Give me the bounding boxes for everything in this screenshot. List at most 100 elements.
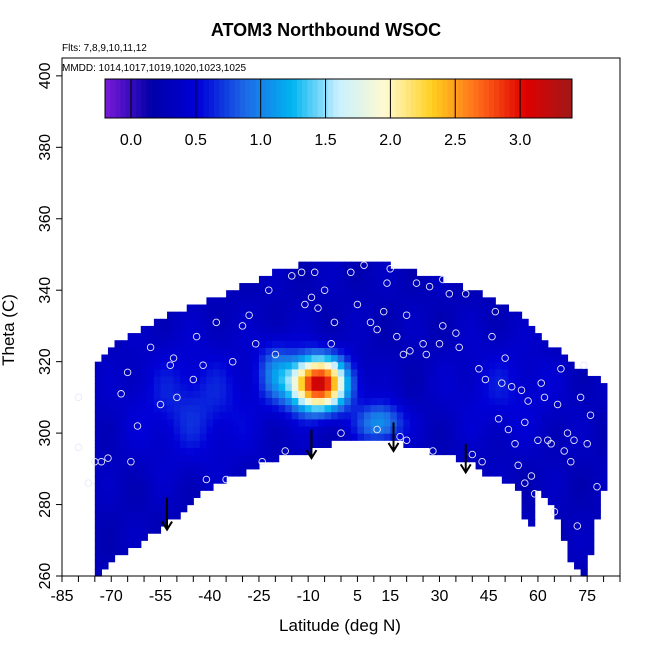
heatmap-cell	[337, 290, 345, 298]
heatmap-cell	[226, 311, 234, 320]
heatmap-cell	[436, 390, 444, 398]
data-point	[537, 379, 545, 387]
colorbar-swatch	[312, 79, 319, 118]
heatmap-cell	[416, 375, 424, 384]
heatmap-cell	[469, 411, 477, 420]
heatmap-cell	[488, 318, 496, 327]
heatmap-cell	[370, 340, 378, 348]
heatmap-cell	[383, 404, 391, 413]
heatmap-cell	[318, 268, 326, 277]
heatmap-cell	[488, 404, 496, 413]
heatmap-cell	[390, 411, 398, 420]
heatmap-cell	[153, 468, 162, 477]
data-point	[524, 397, 532, 405]
heatmap-cell	[199, 383, 208, 391]
x-tick-label: -10	[297, 588, 320, 605]
heatmap-cell	[318, 347, 326, 356]
heatmap-cell	[239, 397, 247, 406]
heatmap-cell	[265, 333, 273, 341]
heatmap-cell	[278, 404, 286, 413]
heatmap-cell	[580, 368, 588, 377]
heatmap-cell	[363, 418, 372, 427]
heatmap-cell	[239, 425, 247, 434]
heatmap-cell	[357, 325, 365, 334]
x-tick-label: -70	[100, 588, 123, 605]
heatmap-cell	[153, 318, 162, 327]
heatmap-cell	[567, 547, 575, 556]
heatmap-cell	[258, 325, 267, 334]
heatmap-cell	[180, 383, 188, 391]
heatmap-cell	[272, 418, 280, 427]
heatmap-cell	[239, 383, 247, 391]
heatmap-cell	[331, 333, 339, 341]
heatmap-cell	[580, 561, 588, 570]
heatmap-cell	[534, 347, 542, 356]
heatmap-cell	[587, 447, 595, 456]
heatmap-cell	[245, 383, 253, 391]
heatmap-cell	[370, 304, 378, 313]
colorbar-swatch	[213, 79, 220, 118]
heatmap-cell	[272, 283, 280, 291]
heatmap-cell	[495, 404, 503, 413]
heatmap-cell	[258, 411, 267, 420]
heatmap-cell	[416, 418, 424, 427]
heatmap-cell	[134, 368, 142, 377]
heatmap-cell	[409, 383, 418, 391]
heatmap-cell	[101, 361, 109, 370]
heatmap-cell	[409, 333, 418, 341]
heatmap-cell	[114, 368, 122, 377]
heatmap-cell	[127, 425, 135, 434]
heatmap-cell	[390, 383, 398, 391]
heatmap-cell	[272, 404, 280, 413]
heatmap-cell	[226, 290, 234, 298]
heatmap-cell	[153, 418, 162, 427]
x-tick-label: -85	[50, 588, 73, 605]
heatmap-cell	[311, 290, 319, 298]
heatmap-cell	[567, 433, 575, 441]
heatmap-cell	[423, 275, 431, 284]
heatmap-cell	[560, 361, 569, 370]
heatmap-cell	[318, 354, 326, 363]
heatmap-cell	[449, 333, 457, 341]
data-point	[439, 322, 447, 330]
heatmap-cell	[147, 447, 155, 456]
heatmap-cell	[127, 390, 135, 398]
colorbar-swatch	[540, 79, 547, 118]
heatmap-cell	[429, 333, 437, 341]
heatmap-cell	[370, 368, 378, 377]
heatmap-cell	[291, 447, 299, 456]
heatmap-cell	[298, 440, 306, 448]
heatmap-cell	[278, 268, 286, 277]
colorbar-swatch	[141, 79, 148, 118]
heatmap-cell	[547, 390, 555, 398]
heatmap-cell	[488, 418, 496, 427]
heatmap-cell	[107, 440, 116, 448]
heatmap-cell	[127, 404, 135, 413]
heatmap-cell	[252, 283, 260, 291]
heatmap-cell	[114, 497, 122, 506]
heatmap-cell	[482, 418, 490, 427]
heatmap-cell	[501, 325, 509, 334]
heatmap-cell	[219, 468, 227, 477]
heatmap-cell	[107, 533, 116, 541]
heatmap-cell	[134, 390, 142, 398]
heatmap-cell	[455, 433, 464, 441]
heatmap-cell	[560, 533, 569, 541]
heatmap-cell	[298, 261, 306, 270]
heatmap-cell	[593, 418, 601, 427]
heatmap-cell	[114, 440, 122, 448]
heatmap-cell	[101, 504, 109, 513]
heatmap-cell	[370, 283, 378, 291]
heatmap-cell	[409, 418, 418, 427]
heatmap-cell	[298, 268, 306, 277]
data-point	[146, 343, 155, 352]
heatmap-cell	[370, 418, 378, 427]
colorbar-swatch	[130, 79, 137, 118]
heatmap-cell	[278, 397, 286, 406]
heatmap-cell	[311, 418, 319, 427]
heatmap-cell	[449, 418, 457, 427]
heatmap-cell	[416, 411, 424, 420]
heatmap-cell	[206, 347, 214, 356]
heatmap-cell	[167, 318, 175, 327]
heatmap-cell	[574, 533, 582, 541]
